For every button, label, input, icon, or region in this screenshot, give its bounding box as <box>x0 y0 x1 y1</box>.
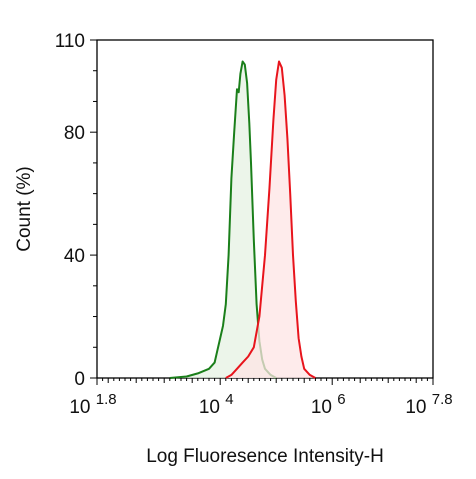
plot-area <box>96 39 434 379</box>
x-tick-base: 10 <box>311 397 337 418</box>
x-tick-exponent: 7.8 <box>432 391 453 408</box>
x-axis-title: Log Fluoresence Intensity-H <box>146 446 384 467</box>
y-axis: 0 40 80 110 <box>55 31 97 390</box>
x-tick-base: 10 <box>69 397 95 418</box>
x-tick-base: 10 <box>199 397 225 418</box>
x-tick-base: 10 <box>405 397 431 418</box>
y-tick-label: 80 <box>64 123 85 144</box>
series-2-fill <box>225 61 316 378</box>
y-axis-title: Count (%) <box>14 166 35 252</box>
y-tick-label: 0 <box>74 369 85 390</box>
y-tick-label: 40 <box>64 246 85 267</box>
x-tick-exponent: 4 <box>225 391 233 408</box>
x-tick-label: 10 1.8 <box>69 391 116 418</box>
series-layer <box>169 60 316 379</box>
y-tick-label: 110 <box>55 31 85 52</box>
x-tick-exponent: 6 <box>337 391 345 408</box>
x-tick-label: 10 6 <box>311 391 346 418</box>
x-axis: 10 1.8 10 4 10 6 10 7.8 <box>69 378 453 418</box>
x-tick-label: 10 4 <box>199 391 234 418</box>
x-tick-label: 10 7.8 <box>405 391 452 418</box>
series-2-line <box>225 60 316 379</box>
x-tick-exponent: 1.8 <box>96 391 117 408</box>
